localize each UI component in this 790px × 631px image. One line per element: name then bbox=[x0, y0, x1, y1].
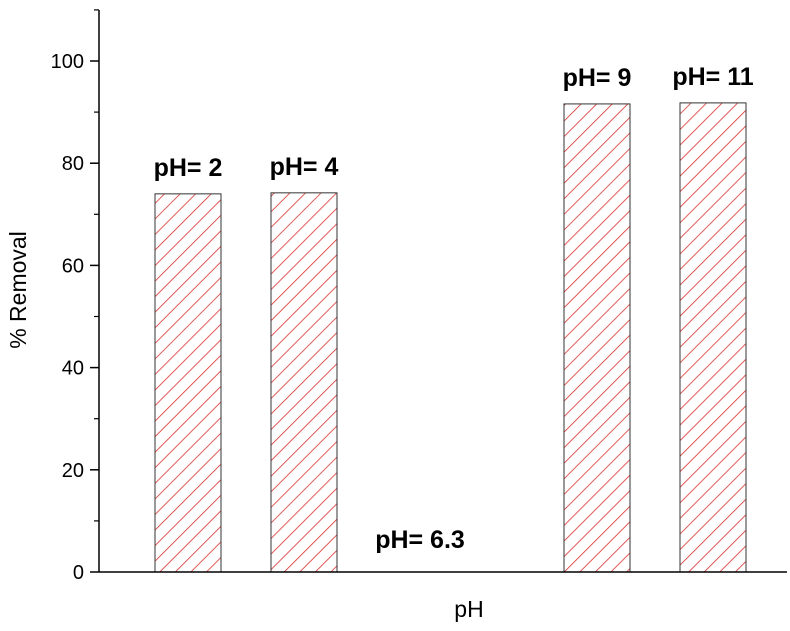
bar-label-1: pH= 2 bbox=[154, 154, 223, 182]
y-tick-label: 40 bbox=[62, 358, 84, 380]
bar-1 bbox=[154, 193, 222, 573]
y-tick-label: 60 bbox=[62, 255, 84, 277]
bar-label-2: pH= 4 bbox=[270, 153, 339, 181]
bar-label-3: pH= 6.3 bbox=[375, 526, 465, 554]
y-tick-label: 0 bbox=[73, 562, 84, 584]
x-axis-title: pH bbox=[454, 596, 483, 622]
y-tick-label: 20 bbox=[62, 460, 84, 482]
y-axis-title: % Removal bbox=[5, 231, 31, 349]
y-tick-label: 100 bbox=[51, 51, 84, 73]
bar-4 bbox=[563, 103, 631, 573]
bar-label-4: pH= 9 bbox=[563, 64, 632, 92]
bar-label-5: pH= 11 bbox=[672, 63, 753, 91]
bar-5 bbox=[679, 102, 747, 573]
bar-2 bbox=[270, 192, 338, 573]
y-tick-label: 80 bbox=[62, 153, 84, 175]
